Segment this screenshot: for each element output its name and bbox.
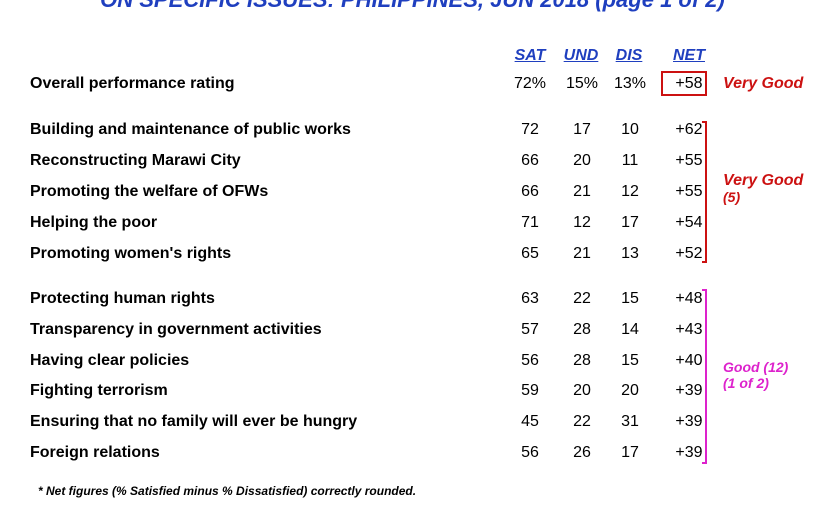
sat-value: 71	[521, 214, 539, 231]
dis-value: 13%	[613, 75, 647, 92]
row-label: Overall performance rating	[30, 75, 235, 92]
sat-value: 56	[521, 444, 539, 461]
row-label: Protecting human rights	[30, 290, 215, 307]
sat-value: 72%	[513, 75, 547, 92]
row-label: Helping the poor	[30, 214, 158, 231]
row-label: Promoting the welfare of OFWs	[30, 183, 269, 200]
table-row: Having clear policies 56 28 15 +40	[30, 352, 710, 374]
page-title: ON SPECIFIC ISSUES: PHILIPPINES, JUN 201…	[0, 0, 825, 13]
net-value: +55	[675, 183, 703, 200]
table-row: Reconstructing Marawi City 66 20 11 +55	[30, 152, 710, 174]
table-row: Building and maintenance of public works…	[30, 121, 710, 143]
sat-value: 63	[521, 290, 539, 307]
sat-value: 57	[521, 320, 539, 338]
und-value: 12	[573, 214, 591, 231]
dis-value: 17	[621, 214, 639, 231]
und-value: 26	[573, 444, 591, 461]
net-value: +54	[675, 214, 703, 231]
net-value: +52	[675, 245, 703, 262]
und-value: 15%	[565, 75, 599, 92]
table-row: Fighting terrorism 59 20 20 +39	[30, 382, 710, 404]
sat-value: 56	[521, 351, 539, 369]
row-label: Transparency in government activities	[30, 320, 322, 338]
sat-value: 59	[521, 382, 539, 400]
dis-value: 11	[621, 152, 639, 169]
sat-value: 72	[521, 121, 539, 138]
und-value: 28	[573, 320, 591, 338]
row-label: Reconstructing Marawi City	[30, 152, 241, 169]
table-row: Protecting human rights 63 22 15 +48	[30, 290, 710, 312]
dis-value: 17	[621, 444, 639, 461]
net-value: +39	[675, 382, 703, 400]
overall-rating: Very Good	[723, 75, 804, 92]
table-row: Promoting women's rights 65 21 13 +52	[30, 245, 710, 267]
row-label: Building and maintenance of public works	[30, 121, 351, 138]
dis-value: 20	[621, 382, 639, 400]
sat-value: 66	[521, 152, 539, 169]
und-value: 28	[573, 351, 591, 369]
und-value: 22	[573, 290, 591, 307]
net-value: +62	[675, 121, 703, 138]
row-label: Ensuring that no family will ever be hun…	[30, 413, 358, 431]
row-label: Having clear policies	[30, 351, 190, 369]
table-row: Helping the poor 71 12 17 +54	[30, 214, 710, 236]
und-value: 22	[573, 413, 591, 431]
row-label: Fighting terrorism	[30, 382, 168, 400]
table-row: Foreign relations 56 26 17 +39	[30, 444, 710, 466]
row-label: Promoting women's rights	[30, 245, 232, 262]
table-row: Transparency in government activities 57 2…	[30, 321, 710, 343]
header-dis: DIS	[615, 47, 643, 64]
und-value: 21	[573, 183, 591, 200]
row-label: Foreign relations	[30, 444, 160, 461]
good-bracket	[702, 289, 707, 464]
dis-value: 14	[621, 320, 639, 338]
table-row: Ensuring that no family will ever be hun…	[30, 413, 710, 435]
very-good-bracket	[702, 121, 707, 263]
und-value: 20	[573, 382, 591, 400]
good-count: (1 of 2)	[723, 375, 769, 391]
good-label: Good (12) (1 of 2)	[723, 359, 788, 391]
header-und: UND	[563, 47, 599, 64]
header-net: NET	[673, 47, 705, 64]
dis-value: 15	[621, 351, 639, 369]
net-value: +43	[675, 320, 703, 338]
very-good-label: Very Good (5)	[723, 172, 804, 206]
dis-value: 15	[621, 290, 639, 307]
good-rating: Good (12)	[723, 359, 789, 375]
und-value: 21	[573, 245, 591, 262]
very-good-rating: Very Good	[723, 172, 804, 189]
dis-value: 31	[621, 413, 639, 431]
net-highlight-box	[661, 71, 707, 96]
table-row: Promoting the welfare of OFWs 66 21 12 +55	[30, 183, 710, 205]
net-value: +58	[675, 75, 703, 92]
footnote: * Net figures (% Satisfied minus % Dissa…	[38, 484, 417, 498]
overall-row: Overall performance rating 72% 15% 13% +…	[30, 75, 710, 97]
sat-value: 45	[521, 413, 539, 431]
dis-value: 12	[621, 183, 639, 200]
und-value: 20	[573, 152, 591, 169]
net-value: +40	[675, 351, 703, 369]
dis-value: 13	[621, 245, 639, 262]
net-value: +48	[675, 290, 703, 307]
net-value: +39	[675, 444, 703, 461]
very-good-count: (5)	[723, 189, 741, 205]
und-value: 17	[573, 121, 591, 138]
net-value: +39	[675, 413, 703, 431]
header-sat: SAT	[514, 47, 546, 64]
sat-value: 65	[521, 245, 539, 262]
dis-value: 10	[621, 121, 639, 138]
net-value: +55	[675, 152, 703, 169]
sat-value: 66	[521, 183, 539, 200]
